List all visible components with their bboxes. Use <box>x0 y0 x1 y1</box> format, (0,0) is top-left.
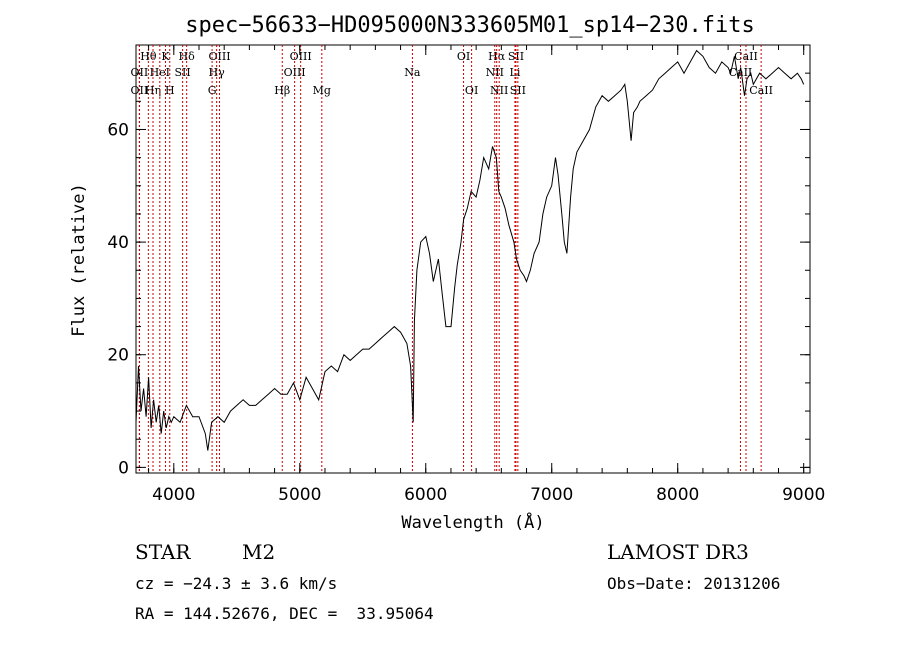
x-tick-label: 5000 <box>278 485 321 505</box>
emission-line-label: OIII <box>208 50 230 63</box>
emission-line-label: HeI <box>150 66 170 79</box>
emission-line-label: Hθ <box>140 50 157 63</box>
emission-line-label: CaII <box>734 50 758 63</box>
emission-line-label: H <box>165 84 175 97</box>
redshift-readout: cz = −24.3 ± 3.6 km/s <box>135 574 338 593</box>
y-axis-label: Flux (relative) <box>69 183 89 337</box>
spectrum-line <box>135 49 805 451</box>
x-tick-label: 9000 <box>782 485 825 505</box>
y-tick-label: 0 <box>118 458 129 478</box>
x-tick-label: 8000 <box>656 485 699 505</box>
x-axis-label: Wavelength (Å) <box>401 511 544 533</box>
emission-line-label: OIII <box>284 66 306 79</box>
emission-line-label: SII <box>508 50 524 63</box>
object-subclass: M2 <box>242 540 276 564</box>
emission-line-label: Hη <box>145 84 161 97</box>
emission-line-label: SII <box>174 66 190 79</box>
coordinates-readout: RA = 144.52676, DEC = 33.95064 <box>135 604 434 623</box>
emission-line-label: OI <box>465 84 478 97</box>
y-tick-label: 20 <box>107 346 129 366</box>
y-tick-label: 40 <box>107 233 129 253</box>
chart-title: spec−56633−HD095000N333605M01_sp14−230.f… <box>185 13 755 38</box>
emission-line-label: NII <box>486 66 504 79</box>
emission-line-label: CaII <box>729 66 753 79</box>
object-class: STAR <box>135 540 191 564</box>
plot-frame <box>135 44 811 474</box>
emission-line-label: SII <box>510 84 526 97</box>
x-tick-label: 6000 <box>404 485 447 505</box>
emission-line-label: Hγ <box>209 66 226 79</box>
emission-line-label: CaII <box>749 84 773 97</box>
emission-line-label: Li <box>510 66 521 79</box>
observation-date: Obs−Date: 20131206 <box>607 574 781 593</box>
emission-line-label: Na <box>404 66 421 79</box>
emission-line-label: NII <box>490 84 508 97</box>
x-tick-label: 7000 <box>530 485 573 505</box>
emission-line-label: OIII <box>290 50 312 63</box>
emission-line-label: G <box>208 84 217 97</box>
y-tick-label: 60 <box>107 120 129 140</box>
emission-line-label: OII <box>131 84 149 97</box>
survey-name: LAMOST DR3 <box>607 540 749 564</box>
emission-line-label: OII <box>131 66 149 79</box>
emission-line-label: Mg <box>313 84 331 97</box>
emission-line-label: K <box>161 50 170 63</box>
x-tick-label: 4000 <box>152 485 195 505</box>
emission-line-label: Hβ <box>274 84 290 97</box>
emission-line-label: Hδ <box>179 50 196 63</box>
emission-line-label: Hα <box>488 50 506 63</box>
emission-line-label: OI <box>457 50 470 63</box>
